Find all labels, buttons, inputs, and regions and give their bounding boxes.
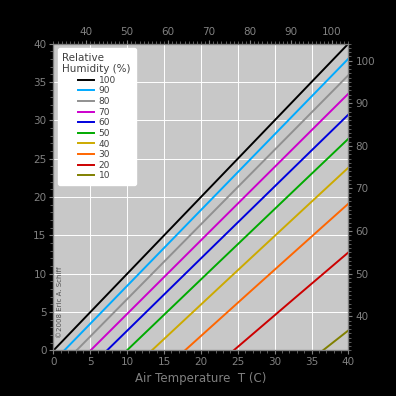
Text: ©2008 Eric A. Schiff: ©2008 Eric A. Schiff — [57, 267, 63, 338]
X-axis label: Air Temperature  T (C): Air Temperature T (C) — [135, 371, 267, 385]
Legend: 100, 90, 80, 70, 60, 50, 40, 30, 20, 10: 100, 90, 80, 70, 60, 50, 40, 30, 20, 10 — [58, 48, 135, 185]
